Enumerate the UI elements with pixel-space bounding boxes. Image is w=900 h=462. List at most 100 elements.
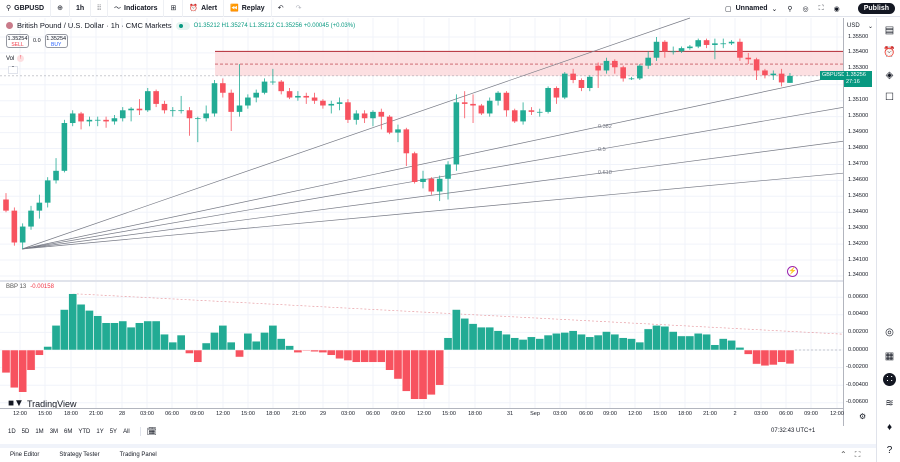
alert-button[interactable]: ⏰ Alert — [183, 0, 225, 17]
fib-fan-line — [21, 17, 691, 250]
bell-icon[interactable]: ♦ — [886, 422, 893, 433]
candle-body — [295, 95, 301, 98]
time-tick-label: 18:00 — [64, 411, 78, 417]
help-icon[interactable]: ? — [886, 445, 893, 456]
range-button-all[interactable]: All — [123, 428, 130, 435]
symbol-search-button[interactable]: ⚲ GBPUSD — [0, 0, 52, 17]
bbp-bar — [760, 349, 770, 367]
bbp-bar — [468, 323, 478, 351]
chart-type-button[interactable]: ⁞⁞ — [91, 0, 109, 17]
go-to-date-icon[interactable]: 🗓 — [139, 427, 157, 436]
clock[interactable]: 07:32:43 UTC+1 — [771, 428, 816, 434]
lightning-icon[interactable]: ⚡ — [787, 266, 798, 277]
bbp-tick-label: -0.00200 — [846, 364, 869, 371]
range-button-ytd[interactable]: YTD — [78, 428, 91, 435]
bbp-bar — [527, 336, 536, 351]
candle-body — [395, 129, 401, 133]
tab-pine-editor[interactable]: Pine Editor — [10, 452, 40, 458]
time-tick-label: 06:00 — [366, 411, 380, 417]
time-tick-label: 15:00 — [442, 411, 456, 417]
warning-icon: ! — [17, 55, 25, 62]
range-button-1y[interactable]: 1Y — [96, 428, 104, 435]
candle-body — [503, 92, 510, 111]
tab-trading-panel[interactable]: Trading Panel — [119, 452, 157, 458]
buy-button[interactable]: 1.35254 BUY — [44, 34, 68, 48]
bbp-bar — [326, 349, 336, 356]
candle-body — [78, 113, 84, 122]
axis-settings-icon[interactable]: ⚙ — [859, 412, 867, 421]
broadcast-icon[interactable]: ≋ — [885, 398, 894, 409]
range-button-5d[interactable]: 5D — [21, 428, 30, 435]
time-tick-label: 03:00 — [754, 411, 768, 417]
candle-body — [53, 170, 59, 181]
range-button-3m[interactable]: 3M — [49, 428, 59, 435]
maximize-panel-icon[interactable]: ⛶ — [854, 450, 861, 459]
replay-button[interactable]: ⏪ Replay — [224, 0, 272, 17]
layers-icon[interactable]: ◈ — [885, 70, 894, 81]
undo-button[interactable]: ↶ — [272, 0, 290, 17]
bbp-bar — [735, 347, 745, 351]
chevron-up-icon[interactable]: ⌃ — [840, 450, 847, 459]
bbp-bar — [18, 349, 28, 393]
settings-icon[interactable]: ◎ — [802, 5, 809, 13]
bbp-bar — [426, 349, 436, 396]
bbp-bar — [135, 322, 144, 351]
candle-body — [19, 226, 26, 243]
range-button-1d[interactable]: 1D — [8, 428, 16, 435]
price-tick-label: 1.35500 — [848, 33, 869, 40]
time-tick-label: 15:00 — [38, 411, 52, 417]
price-axis[interactable]: USD ⌄ ⚙ 1.355001.354001.353001.352001.35… — [843, 18, 876, 426]
time-axis[interactable]: 12:00 15:00 18:00 21:00 28 03:00 06:00 09:00 12:… — [0, 408, 844, 420]
range-button-6m[interactable]: 6M — [64, 428, 73, 435]
bbp-bar — [410, 349, 420, 400]
fullscreen-icon[interactable]: ⛶ — [818, 4, 824, 12]
bbp-tick-label: 0.00000 — [848, 346, 869, 353]
templates-button[interactable]: ⊞ — [164, 0, 184, 17]
collapse-legend-button[interactable]: ˆ — [8, 66, 18, 74]
tradingview-logo[interactable]: ■▼ TradingView — [8, 398, 76, 409]
chat-icon[interactable]: ☐ — [885, 92, 894, 103]
publish-button[interactable]: Publish — [857, 3, 895, 14]
target-icon[interactable]: ◎ — [885, 327, 894, 338]
compare-button[interactable]: ⊕ — [51, 0, 70, 17]
candle-body — [328, 103, 335, 106]
volume-legend[interactable]: Vol ! — [6, 55, 25, 62]
tradingview-logo-icon: ■▼ — [8, 398, 24, 409]
bbp-bar — [93, 315, 103, 351]
candle-body — [687, 46, 693, 49]
sell-label: SELL — [11, 42, 24, 48]
bbp-bar — [85, 310, 94, 351]
redo-button[interactable]: ↷ — [290, 0, 308, 17]
calendar-icon[interactable]: ▦ — [884, 351, 895, 362]
tab-strategy-tester[interactable]: Strategy Tester — [59, 452, 100, 458]
apps-grid-icon[interactable]: ∷ — [883, 373, 896, 386]
range-button-1m[interactable]: 1M — [35, 428, 44, 435]
quick-search-icon[interactable]: ⚲ — [787, 5, 793, 13]
indicator-value: -0.00158 — [30, 284, 54, 290]
candle-body — [478, 105, 485, 114]
bbp-bar — [401, 349, 411, 392]
bbp-tick-label: -0.00400 — [846, 381, 869, 388]
indicators-button[interactable]: 〜 Indicators — [108, 0, 165, 17]
bottom-panel-tabs: Pine Editor Strategy Tester Trading Panel — [0, 444, 876, 462]
camera-icon[interactable]: ◉ — [833, 5, 840, 13]
layout-menu-button[interactable]: ▢ Unnamed ⌄ — [725, 5, 777, 13]
sell-button[interactable]: 1.35254 SELL — [6, 34, 29, 48]
candle-body — [261, 81, 268, 93]
candle-body — [111, 118, 118, 122]
candle-body — [420, 178, 426, 182]
bbp-bar — [668, 331, 678, 351]
candle-body — [245, 97, 251, 106]
alarm-clock-icon[interactable]: ⏰ — [883, 47, 896, 58]
candle-body — [770, 73, 777, 76]
price-tick-label: 1.35400 — [848, 49, 869, 56]
chart-canvas[interactable]: 0.382 0.5 0.618 — [0, 0, 843, 420]
time-tick-label: 09:00 — [190, 411, 204, 417]
chevron-down-icon[interactable]: ⌄ — [868, 24, 874, 30]
time-tick-label: 09:00 — [391, 411, 405, 417]
indicator-legend[interactable]: BBP 13 -0.00158 — [6, 284, 54, 290]
watchlist-icon[interactable]: ▤ — [884, 25, 895, 36]
bbp-bar — [51, 325, 61, 351]
interval-button[interactable]: 1h — [70, 0, 92, 17]
range-button-5y[interactable]: 5Y — [109, 428, 118, 435]
